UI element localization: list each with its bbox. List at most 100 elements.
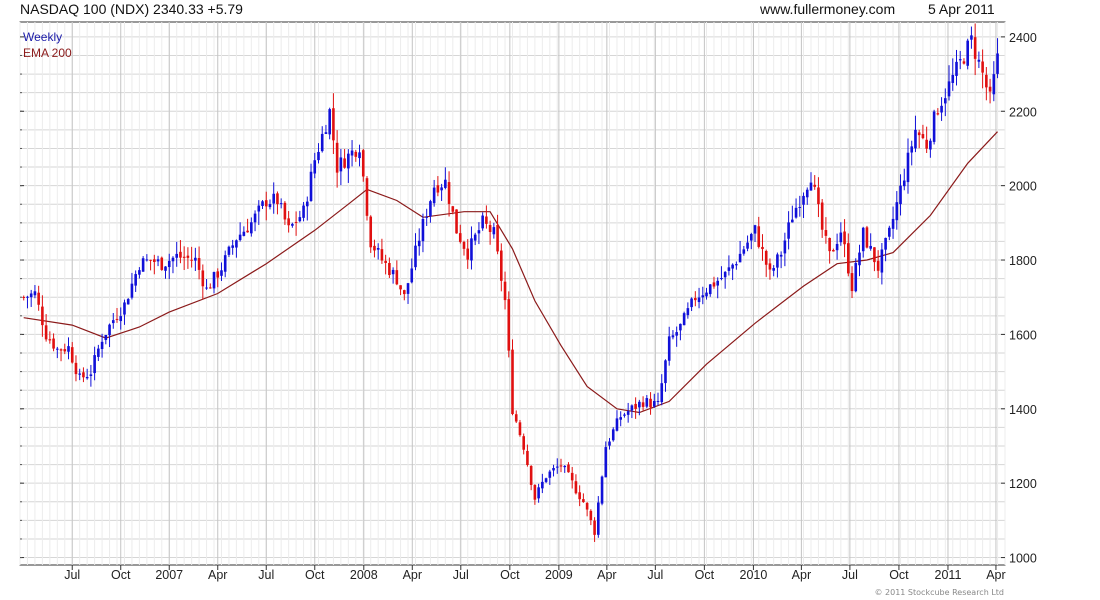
candle-body [361,150,365,177]
candle-body [899,185,902,205]
candle-body [317,151,320,161]
candle-body [160,257,164,270]
candle-body [671,335,675,338]
candle-body [880,249,884,273]
candle-body [268,204,272,208]
y-tick-label: 2000 [1009,180,1037,194]
y-tick-label: 1200 [1009,477,1037,491]
candle-body [966,40,969,66]
candle-body [533,484,537,500]
candle-body [74,362,78,375]
candle-body [563,465,567,468]
candle-body [451,206,455,212]
x-tick-label: Apr [208,568,227,582]
candle-body [749,234,753,241]
candle-body [141,258,145,272]
candle-body [727,267,731,271]
candle-body [56,348,59,350]
chart-title: NASDAQ 100 (NDX) 2340.33 +5.79 [20,1,243,17]
candle-body [89,374,93,376]
candle-body [350,150,354,156]
candle-body [820,202,824,230]
candle-body [846,243,850,274]
candle-body [679,323,682,331]
candle-body [156,259,160,262]
candle-body [253,213,257,223]
candle-body [70,347,74,363]
candle-body [481,215,484,229]
candle-body [604,447,608,478]
candle-body [682,313,686,326]
candle-body [503,281,507,301]
candle-body [414,245,417,268]
x-tick-label: 2007 [155,568,183,582]
candle-body [298,217,302,222]
candle-body [611,429,615,441]
candle-body [458,233,462,242]
candle-body [380,249,384,261]
x-tick-label: 2008 [350,568,378,582]
candle-body [973,37,977,59]
candle-body [473,234,477,241]
y-tick-label: 1400 [1009,403,1037,417]
candle-body [902,180,906,187]
candle-body [720,278,723,280]
y-tick-label: 1000 [1009,552,1037,566]
candle-body [742,249,746,254]
candle-body [608,441,611,446]
candle-body [891,218,895,229]
candle-body [634,403,637,409]
candle-body [791,219,794,223]
candle-body [432,187,436,204]
candle-body [638,401,641,408]
candle-body [287,218,290,226]
candle-body [906,152,910,183]
candle-body [223,255,227,272]
candle-body [246,230,249,233]
candle-body [541,481,544,489]
candle-body [354,151,358,157]
grid [19,22,1006,565]
y-tick-label: 2400 [1009,31,1037,45]
candle-body [123,302,126,315]
candle-body [694,297,697,301]
candle-body [735,264,738,266]
candle-body [153,259,156,262]
candle-body [309,171,313,202]
candle-body [932,111,936,142]
candle-body [716,280,720,286]
candle-body [44,325,48,340]
candle-body [597,502,600,535]
candle-body [242,231,246,236]
candle-body [544,478,548,482]
candle-body [22,296,26,298]
candle-body [600,476,604,504]
x-tick-label: Apr [792,568,811,582]
candle-body [291,223,294,226]
candle-body [529,465,533,485]
site-url[interactable]: www.fullermoney.com [760,1,896,17]
candle-body [850,273,854,292]
candle-body [589,510,593,521]
candle-body [936,113,940,115]
candle-body [388,263,391,276]
candle-body [328,109,331,135]
candle-body [37,292,40,305]
candle-body [376,248,380,250]
candle-body [235,240,238,248]
candle-body [567,464,570,473]
x-tick-label: Apr [986,568,1005,582]
candle-body [895,202,899,221]
candle-body [828,237,831,252]
candle-body [854,263,858,292]
y-tick-label: 2200 [1009,105,1037,119]
candle-body [731,264,734,269]
candle-body [227,246,231,255]
candle-body [768,263,772,270]
candle-body [652,401,656,407]
candle-body [41,306,44,326]
candle-body [817,187,820,205]
candle-body [238,234,242,241]
candle-body [208,287,212,289]
candle-body [910,146,914,153]
